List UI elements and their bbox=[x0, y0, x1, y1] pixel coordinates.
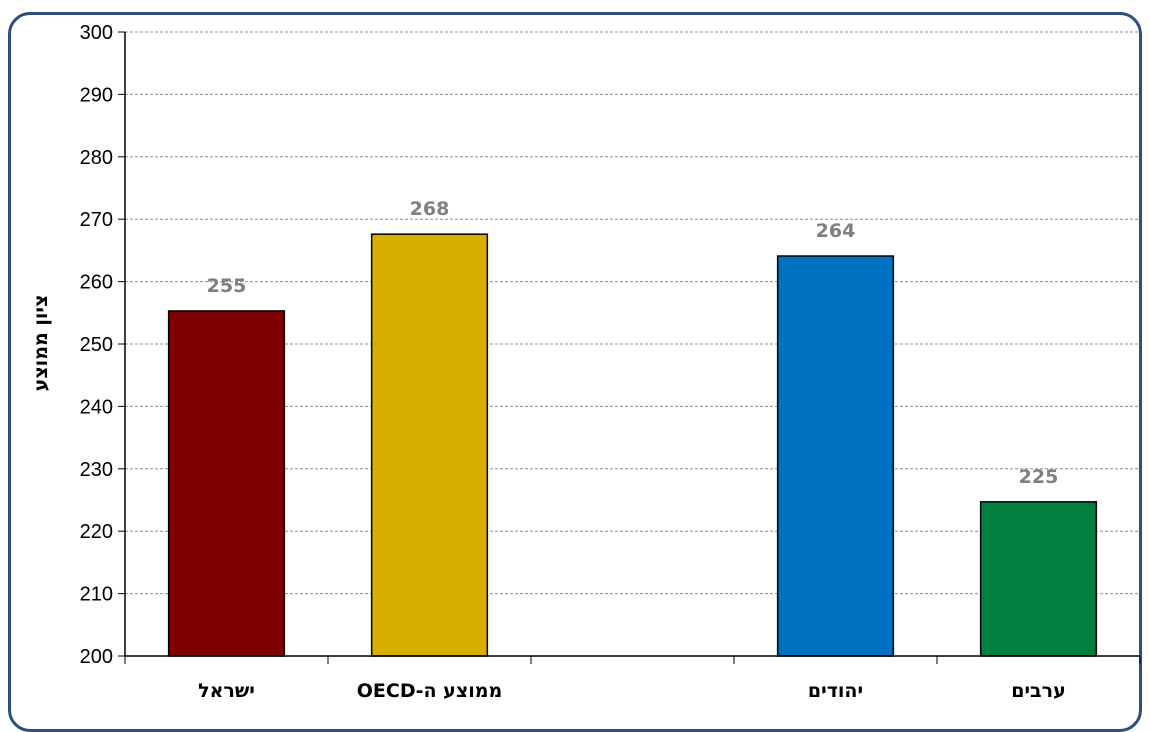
y-tick-label: 270 bbox=[80, 209, 113, 231]
bar-chart: 200 210 220 230 240 250 260 270 280 290 300 255 268… bbox=[30, 22, 1141, 702]
x-axis bbox=[124, 32, 1141, 664]
bar bbox=[979, 501, 1098, 657]
category-label: יהודים bbox=[808, 680, 863, 702]
data-label: 264 bbox=[816, 220, 856, 242]
y-tick-label: 300 bbox=[80, 22, 113, 44]
category-label: ממוצע ה-OECD bbox=[357, 680, 503, 702]
y-tick-label: 240 bbox=[80, 396, 113, 418]
bars bbox=[167, 233, 1098, 657]
category-label: ישראל bbox=[198, 680, 255, 702]
data-label: 255 bbox=[207, 275, 247, 297]
category-label: ערבים bbox=[1011, 680, 1066, 702]
y-axis-label: ציון ממוצע bbox=[30, 295, 52, 392]
y-tick-label: 290 bbox=[80, 84, 113, 106]
y-axis-ticks: 200 210 220 230 240 250 260 270 280 290 300 bbox=[80, 22, 125, 668]
y-tick-label: 200 bbox=[80, 646, 113, 668]
bar bbox=[370, 233, 489, 657]
data-labels: 255 268 264 225 bbox=[207, 198, 1059, 488]
y-tick-label: 260 bbox=[80, 272, 113, 294]
bar bbox=[167, 310, 286, 657]
data-label: 225 bbox=[1019, 466, 1059, 488]
category-labels: ישראל ממוצע ה-OECD יהודים ערבים bbox=[198, 680, 1066, 702]
y-tick-label: 280 bbox=[80, 147, 113, 169]
y-tick-label: 220 bbox=[80, 521, 113, 543]
gridlines bbox=[125, 31, 1140, 595]
y-tick-label: 210 bbox=[80, 584, 113, 606]
data-label: 268 bbox=[410, 198, 450, 220]
bar bbox=[776, 255, 895, 657]
y-tick-label: 250 bbox=[80, 334, 113, 356]
y-tick-label: 230 bbox=[80, 459, 113, 481]
